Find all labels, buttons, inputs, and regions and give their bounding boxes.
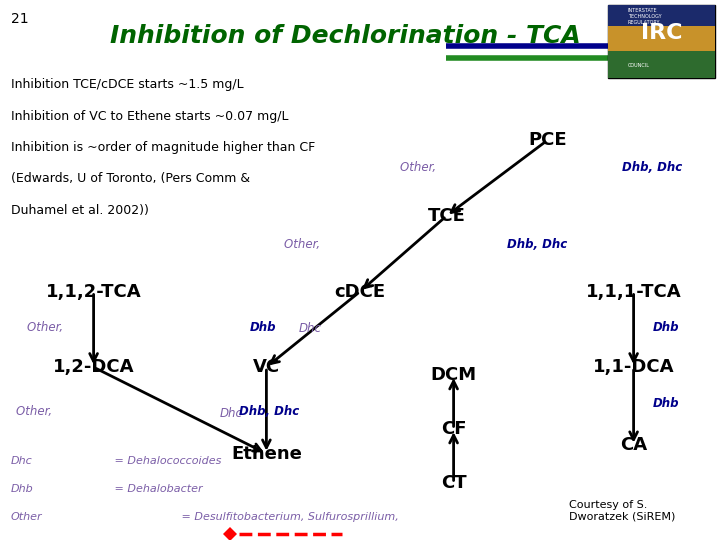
Text: 21: 21 bbox=[11, 12, 28, 26]
Bar bbox=[608, 5, 715, 78]
Text: Dhb, Dhc: Dhb, Dhc bbox=[238, 405, 299, 418]
Text: Dhc: Dhc bbox=[220, 407, 243, 420]
Text: Inhibition TCE/cDCE starts ~1.5 mg/L: Inhibition TCE/cDCE starts ~1.5 mg/L bbox=[11, 78, 243, 91]
Text: PCE: PCE bbox=[528, 131, 567, 150]
Text: Other,: Other, bbox=[400, 161, 439, 174]
Text: Inhibition of VC to Ethene starts ~0.07 mg/L: Inhibition of VC to Ethene starts ~0.07 … bbox=[11, 110, 288, 123]
Text: Courtesy of S.
Dworatzek (SiREM): Courtesy of S. Dworatzek (SiREM) bbox=[569, 500, 675, 521]
Text: INTERSTATE
TECHNOLOGY
REGULATORY: INTERSTATE TECHNOLOGY REGULATORY bbox=[628, 8, 661, 25]
Text: Dhb, Dhc: Dhb, Dhc bbox=[507, 238, 567, 251]
Text: Other,: Other, bbox=[27, 321, 67, 334]
Text: CA: CA bbox=[620, 436, 647, 455]
Text: Inhibition of Dechlorination - TCA: Inhibition of Dechlorination - TCA bbox=[110, 24, 581, 48]
Text: Duhamel et al. 2002)): Duhamel et al. 2002)) bbox=[11, 204, 148, 217]
Text: DCM: DCM bbox=[431, 366, 477, 384]
Bar bbox=[608, 51, 715, 78]
Text: Other,: Other, bbox=[16, 405, 55, 418]
Text: IRC: IRC bbox=[641, 23, 683, 43]
Text: Other,: Other, bbox=[284, 238, 324, 251]
Text: Dhb: Dhb bbox=[11, 484, 34, 495]
Text: Dhc: Dhc bbox=[11, 456, 32, 467]
Text: 1,2-DCA: 1,2-DCA bbox=[53, 358, 135, 376]
Text: Ethene: Ethene bbox=[231, 444, 302, 463]
Text: = Desulfitobacterium, Sulfurosprillium,: = Desulfitobacterium, Sulfurosprillium, bbox=[178, 512, 399, 523]
Text: CT: CT bbox=[441, 474, 467, 492]
Text: COUNCIL: COUNCIL bbox=[628, 63, 649, 68]
Text: Inhibition is ~order of magnitude higher than CF: Inhibition is ~order of magnitude higher… bbox=[11, 141, 315, 154]
Text: Other: Other bbox=[11, 512, 42, 523]
Text: Dhb: Dhb bbox=[250, 321, 276, 334]
Text: 1,1,2-TCA: 1,1,2-TCA bbox=[46, 282, 141, 301]
Text: Dhb: Dhb bbox=[652, 321, 679, 334]
Bar bbox=[608, 26, 715, 51]
Text: = Dehalococcoides: = Dehalococcoides bbox=[111, 456, 221, 467]
Text: TCE: TCE bbox=[428, 207, 465, 225]
Bar bbox=[608, 5, 715, 26]
Text: cDCE: cDCE bbox=[334, 282, 386, 301]
Text: Dhb, Dhc: Dhb, Dhc bbox=[622, 161, 683, 174]
Text: CF: CF bbox=[441, 420, 467, 438]
Text: (Edwards, U of Toronto, (Pers Comm &: (Edwards, U of Toronto, (Pers Comm & bbox=[11, 172, 250, 185]
Text: = Dehalobacter: = Dehalobacter bbox=[111, 484, 202, 495]
Text: Dhb: Dhb bbox=[652, 397, 679, 410]
Text: VC: VC bbox=[253, 358, 280, 376]
Text: 1,1-DCA: 1,1-DCA bbox=[593, 358, 675, 376]
Text: 1,1,1-TCA: 1,1,1-TCA bbox=[586, 282, 681, 301]
Text: Dhc: Dhc bbox=[299, 322, 322, 335]
